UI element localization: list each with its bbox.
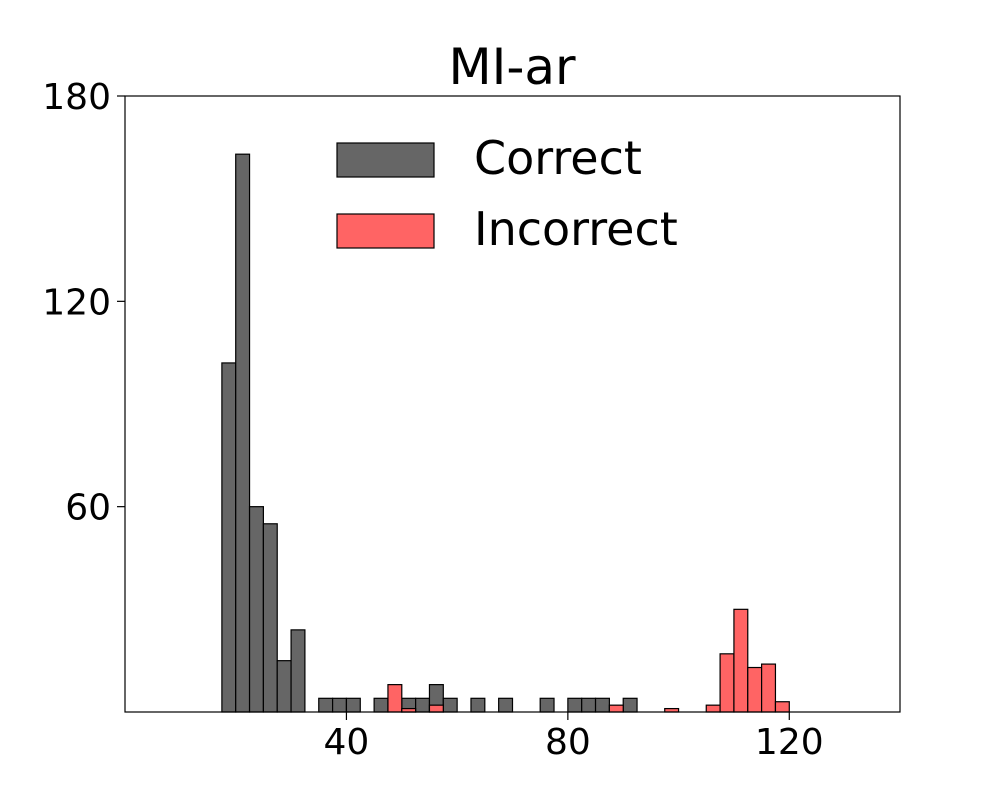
bar-correct-9 [373,697,389,713]
bar-incorrect-7 [733,608,749,713]
legend: Correct Incorrect [336,131,678,256]
chart-title: MI-ar [448,38,576,96]
bar-correct-13 [442,697,458,713]
legend-swatch-incorrect [336,213,435,249]
bar-correct-0 [221,362,237,713]
bar-correct-4 [276,660,292,713]
bar-correct-17 [567,697,583,713]
bar-correct-3 [262,523,278,713]
bar-incorrect-8 [747,666,763,713]
bar-correct-16 [539,697,555,713]
y-tick-label: 180 [42,77,111,118]
bar-correct-8 [345,697,361,713]
bar-correct-18 [581,697,597,713]
plot-frame [124,95,901,713]
bar-incorrect-10 [774,701,790,713]
y-tick-label: 60 [65,488,111,529]
legend-label-correct: Correct [474,131,642,185]
bars-group [221,153,790,713]
bar-correct-19 [594,697,610,713]
bar-correct-20 [622,697,638,713]
bar-incorrect-5 [705,704,721,713]
bar-incorrect-0 [387,684,403,713]
bar-correct-5 [290,629,306,713]
bar-correct-11 [415,697,431,713]
axes-group: 40 80 120 60 120 180 [42,77,823,763]
bar-correct-2 [248,506,264,713]
x-tick-label: 120 [755,722,824,763]
bar-correct-6 [318,697,334,713]
bar-incorrect-3 [608,704,624,713]
bar-correct-1 [235,153,251,713]
y-tick-label: 120 [42,282,111,323]
bar-incorrect-9 [761,663,777,713]
bar-correct-15 [498,697,514,713]
x-tick-label: 40 [324,722,370,763]
bar-correct-7 [331,697,348,713]
bar-correct-14 [470,697,486,713]
legend-swatch-correct [336,142,435,178]
x-tick-label: 80 [545,722,591,763]
bar-incorrect-6 [719,653,735,713]
legend-label-incorrect: Incorrect [474,202,678,256]
bar-incorrect-2 [428,704,444,713]
